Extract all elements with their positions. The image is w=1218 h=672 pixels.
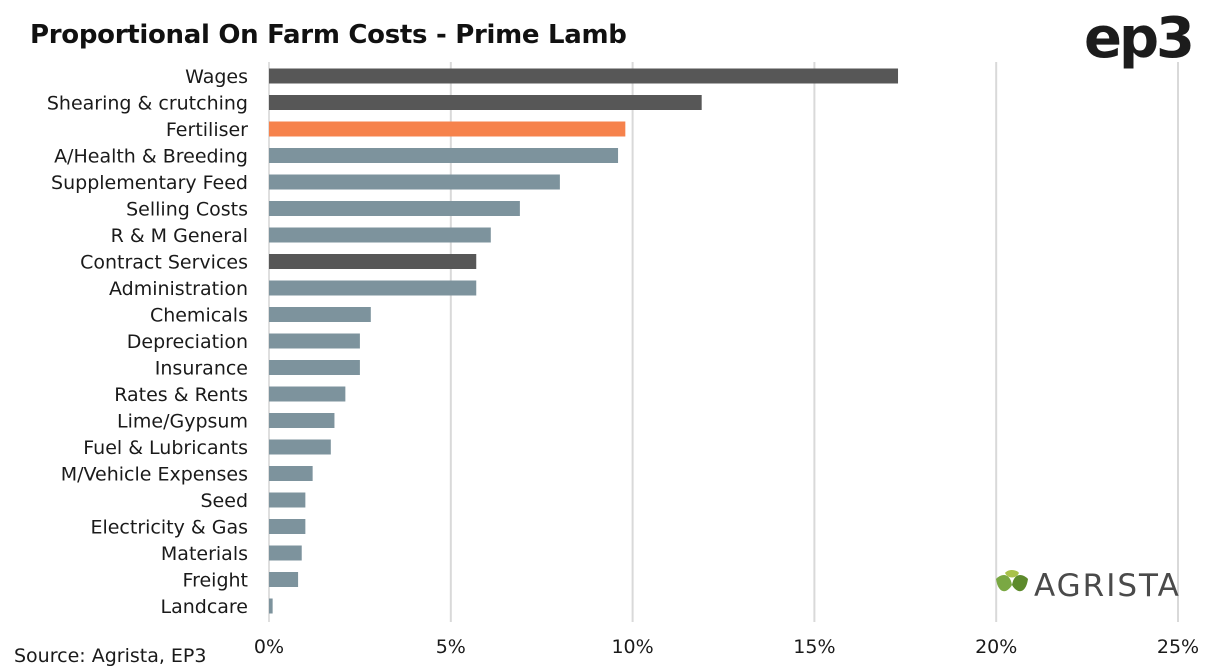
bar: [269, 148, 619, 163]
category-label: Shearing & crutching: [47, 93, 248, 115]
bar: [269, 254, 477, 269]
category-label: A/Health & Breeding: [54, 146, 248, 168]
x-axis-ticks: 0% 5% 10% 15% 20% 25%: [254, 636, 1199, 658]
category-label: Landcare: [160, 596, 248, 618]
category-label: Electricity & Gas: [90, 517, 248, 539]
bar: [269, 466, 313, 481]
bar: [269, 201, 520, 216]
bar: [269, 413, 335, 428]
category-label: Fertiliser: [166, 119, 248, 141]
category-label: M/Vehicle Expenses: [61, 464, 248, 486]
category-label: Materials: [161, 543, 248, 565]
bar: [269, 492, 306, 508]
category-label: Depreciation: [127, 331, 248, 353]
bars: [269, 68, 899, 614]
category-labels: Wages Shearing & crutching Fertiliser A/Hea…: [47, 66, 248, 618]
category-label: Contract Services: [80, 252, 248, 274]
bar: [269, 174, 560, 190]
x-tick-label: 10%: [611, 636, 653, 658]
x-tick-label: 5%: [436, 636, 466, 658]
gridlines: [268, 62, 1179, 622]
source-note: Source: Agrista, EP3: [14, 645, 207, 667]
bar: [269, 386, 346, 402]
agrista-logo: AGRISTA: [996, 568, 1181, 604]
category-label: Administration: [109, 278, 248, 300]
category-label: Wages: [185, 66, 248, 88]
x-tick-label: 25%: [1157, 636, 1199, 658]
category-label: R & M General: [111, 225, 248, 247]
category-label: Seed: [201, 490, 249, 512]
bar: [269, 95, 702, 110]
category-label: Freight: [183, 570, 248, 592]
bar: [269, 572, 299, 587]
agrista-leaf-icon: [996, 570, 1028, 592]
x-tick-label: 0%: [254, 636, 284, 658]
category-label: Lime/Gypsum: [117, 411, 248, 433]
category-label: Supplementary Feed: [51, 172, 248, 194]
bar: [269, 545, 302, 561]
bar: [269, 68, 899, 84]
bar: [269, 227, 491, 243]
bar: [269, 280, 477, 296]
category-label: Rates & Rents: [114, 384, 248, 406]
bar: [269, 121, 626, 137]
bar: [269, 519, 306, 534]
bar: [269, 598, 273, 614]
chart-title: Proportional On Farm Costs - Prime Lamb: [30, 20, 627, 50]
bar: [269, 360, 360, 375]
category-label: Insurance: [155, 358, 248, 380]
agrista-logo-text: AGRISTA: [1034, 568, 1181, 604]
bar: [269, 333, 360, 349]
bar: [269, 439, 331, 455]
bar: [269, 307, 371, 322]
category-label: Fuel & Lubricants: [83, 437, 248, 459]
ep3-logo: ep3: [1083, 6, 1195, 71]
x-tick-label: 15%: [793, 636, 835, 658]
x-tick-label: 20%: [975, 636, 1017, 658]
category-label: Chemicals: [150, 305, 248, 327]
category-label: Selling Costs: [126, 199, 248, 221]
